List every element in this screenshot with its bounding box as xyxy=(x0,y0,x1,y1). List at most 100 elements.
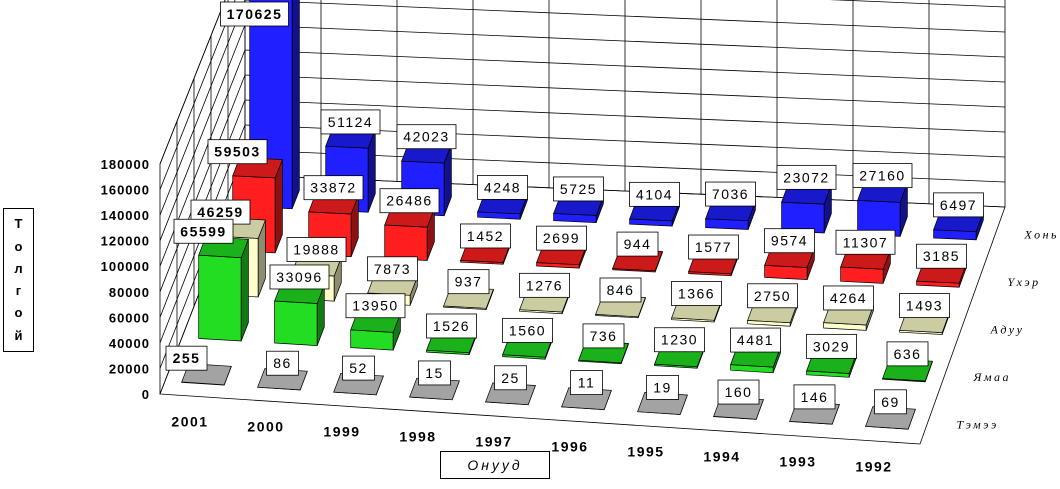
gridline-h xyxy=(159,124,1006,344)
bar-front xyxy=(350,329,394,351)
data-label: 65599 xyxy=(180,223,226,239)
x-tick-label: 1998 xyxy=(399,429,436,445)
series-name-label: Үхэр xyxy=(1008,275,1041,289)
data-label: 9574 xyxy=(771,233,808,249)
gridline-h xyxy=(159,0,226,165)
data-label-box xyxy=(599,277,642,303)
data-label-box xyxy=(852,163,913,189)
data-label: 3029 xyxy=(813,338,850,354)
x-axis-label-text: Онууд xyxy=(467,457,523,473)
y-tick-label: 20000 xyxy=(109,361,150,376)
data-label-box xyxy=(806,333,857,359)
data-label: 11 xyxy=(578,375,596,391)
data-label: 26486 xyxy=(386,193,432,209)
data-label: 27160 xyxy=(859,168,905,184)
data-label: 33096 xyxy=(276,269,322,285)
bar-front xyxy=(384,224,428,261)
data-label: 42023 xyxy=(403,129,449,145)
gridline-h xyxy=(159,0,1006,190)
data-label: 4481 xyxy=(737,332,774,348)
data-label: 13950 xyxy=(352,298,398,314)
data-label: 2699 xyxy=(543,230,580,246)
data-label: 1230 xyxy=(661,332,698,348)
data-label-box xyxy=(266,350,299,376)
data-label: 52 xyxy=(349,360,368,376)
x-tick-label: 1997 xyxy=(475,434,512,450)
y-axis-label-letter: о xyxy=(14,238,23,254)
data-label: 25 xyxy=(501,370,520,386)
x-axis-label: Онууд xyxy=(440,451,550,479)
x-tick-label: 1996 xyxy=(551,439,588,455)
y-axis-label-letter: г xyxy=(15,283,22,299)
data-label: 7036 xyxy=(712,186,749,202)
gridline-h xyxy=(159,0,1006,216)
data-label-box xyxy=(220,1,289,27)
y-tick-label: 120000 xyxy=(101,234,150,249)
data-labels: 170625 51124 42023 4248 5725 4104 7036 23072 271… xyxy=(165,1,984,415)
data-label: 46259 xyxy=(197,204,243,220)
y-tick-label: 180000 xyxy=(101,157,150,172)
data-label-box xyxy=(776,164,837,190)
data-label: 1560 xyxy=(509,322,546,338)
bar xyxy=(857,180,908,237)
y-tick-label: 140000 xyxy=(101,208,150,223)
y-axis-label-letter: Т xyxy=(14,216,23,232)
data-label: 736 xyxy=(590,328,618,344)
data-label: 160 xyxy=(725,384,753,400)
y-tick-label: 40000 xyxy=(109,336,150,351)
data-label: 170625 xyxy=(227,6,283,22)
x-tick-label: 1999 xyxy=(323,424,360,440)
data-label-box xyxy=(320,109,381,135)
y-tick-label: 0 xyxy=(142,387,150,402)
data-label-box xyxy=(570,370,603,395)
data-label: 4248 xyxy=(484,179,521,195)
data-label: 19888 xyxy=(293,242,339,258)
data-label: 846 xyxy=(607,282,635,298)
y-tick-label: 160000 xyxy=(101,183,150,198)
data-label: 6497 xyxy=(940,197,977,213)
data-label-box xyxy=(654,327,705,353)
data-label-box xyxy=(379,188,440,214)
data-label-box xyxy=(536,225,587,251)
data-label-box xyxy=(646,375,679,400)
series-name-label: Тэмээ xyxy=(957,417,999,431)
data-label: 944 xyxy=(624,236,652,252)
x-tick-label: 1993 xyxy=(779,454,816,470)
data-label-box xyxy=(418,360,451,386)
data-label: 59503 xyxy=(214,144,260,160)
data-label-box xyxy=(582,323,625,349)
data-label: 3185 xyxy=(923,248,960,264)
data-label: 19 xyxy=(653,379,672,395)
data-label-box xyxy=(671,281,722,306)
data-label-box xyxy=(494,365,527,391)
data-label-box xyxy=(342,355,375,381)
gridline-h xyxy=(159,99,1006,318)
data-label-box xyxy=(207,139,268,165)
data-label: 1526 xyxy=(433,318,470,334)
data-label-box xyxy=(629,181,680,207)
x-tick-label: 1994 xyxy=(703,449,740,465)
bar xyxy=(198,236,249,342)
y-axis-label-letter: й xyxy=(14,327,23,343)
bar xyxy=(384,205,435,261)
data-label-box xyxy=(396,124,457,150)
data-label: 937 xyxy=(455,274,483,290)
data-label-box xyxy=(426,313,477,339)
data-label-box xyxy=(899,293,950,318)
data-label-box xyxy=(747,283,798,309)
data-label: 7873 xyxy=(374,261,411,277)
data-label-box xyxy=(460,223,511,249)
series-name-label: Хонь xyxy=(1024,228,1060,242)
data-label-box xyxy=(886,341,929,367)
y-axis-label-letter: о xyxy=(14,305,23,321)
data-label-box xyxy=(502,317,553,343)
data-label-box xyxy=(764,228,815,254)
data-label: 23072 xyxy=(783,169,829,185)
data-label-box xyxy=(717,379,760,405)
data-label-box xyxy=(269,264,330,290)
gridline-h xyxy=(159,49,1006,267)
data-label-box xyxy=(553,176,604,202)
bar-side xyxy=(291,0,300,209)
data-label-box xyxy=(519,272,570,298)
data-label-box xyxy=(793,384,836,410)
